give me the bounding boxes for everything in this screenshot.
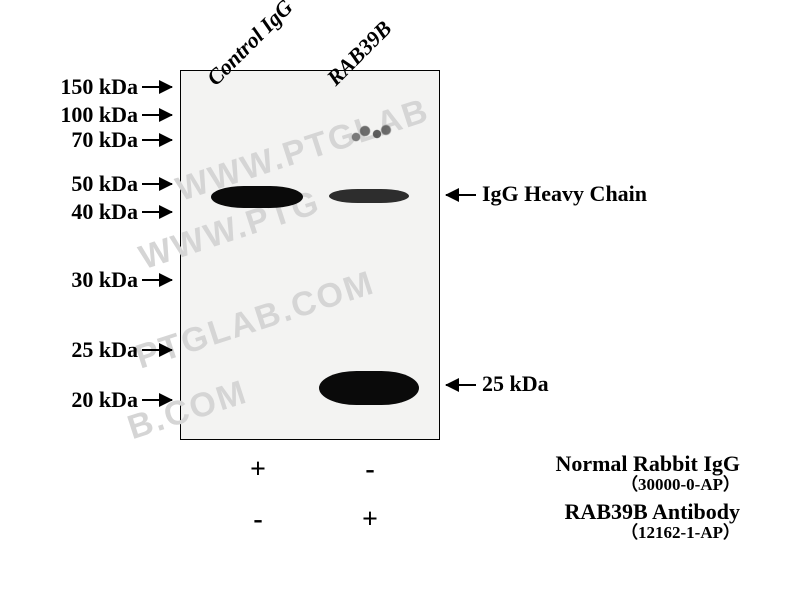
marker-arrow-25 [142, 349, 172, 351]
label-igg-heavy: IgG Heavy Chain [482, 183, 647, 205]
figure-container: WWW.PTGLAB WWW.PTG PTGLAB.COM B.COM Cont… [0, 0, 800, 600]
cond-row1-col1: + [248, 456, 268, 484]
band-rab39b-igg-heavy [329, 189, 409, 203]
marker-arrow-40 [142, 211, 172, 213]
arrow-25kda [446, 384, 476, 386]
marker-arrow-50 [142, 183, 172, 185]
cond-row2-label: RAB39B Antibody [440, 500, 740, 523]
marker-100: 100 kDa [18, 104, 138, 126]
blot-noise [341, 123, 401, 143]
marker-30: 30 kDa [18, 269, 138, 291]
cond-row1-label: Normal Rabbit IgG [440, 452, 740, 475]
band-rab39b-25kda [319, 371, 419, 405]
blot-area: WWW.PTGLAB WWW.PTG PTGLAB.COM B.COM [180, 70, 440, 440]
arrow-igg-heavy [446, 194, 476, 196]
marker-arrow-20 [142, 399, 172, 401]
cond-row1-sub: （30000-0-AP） [440, 476, 740, 493]
cond-row1-col2: - [360, 456, 380, 484]
marker-150: 150 kDa [18, 76, 138, 98]
marker-20: 20 kDa [18, 389, 138, 411]
marker-25: 25 kDa [18, 339, 138, 361]
label-25kda: 25 kDa [482, 373, 549, 395]
marker-arrow-70 [142, 139, 172, 141]
marker-70: 70 kDa [18, 129, 138, 151]
band-control-igg-heavy [211, 186, 303, 208]
marker-arrow-30 [142, 279, 172, 281]
watermark-4: B.COM [123, 373, 252, 448]
marker-50: 50 kDa [18, 173, 138, 195]
cond-row2-col2: + [360, 506, 380, 534]
marker-arrow-150 [142, 86, 172, 88]
marker-40: 40 kDa [18, 201, 138, 223]
cond-row2-sub: （12162-1-AP） [440, 524, 740, 541]
marker-arrow-100 [142, 114, 172, 116]
cond-row2-col1: - [248, 506, 268, 534]
